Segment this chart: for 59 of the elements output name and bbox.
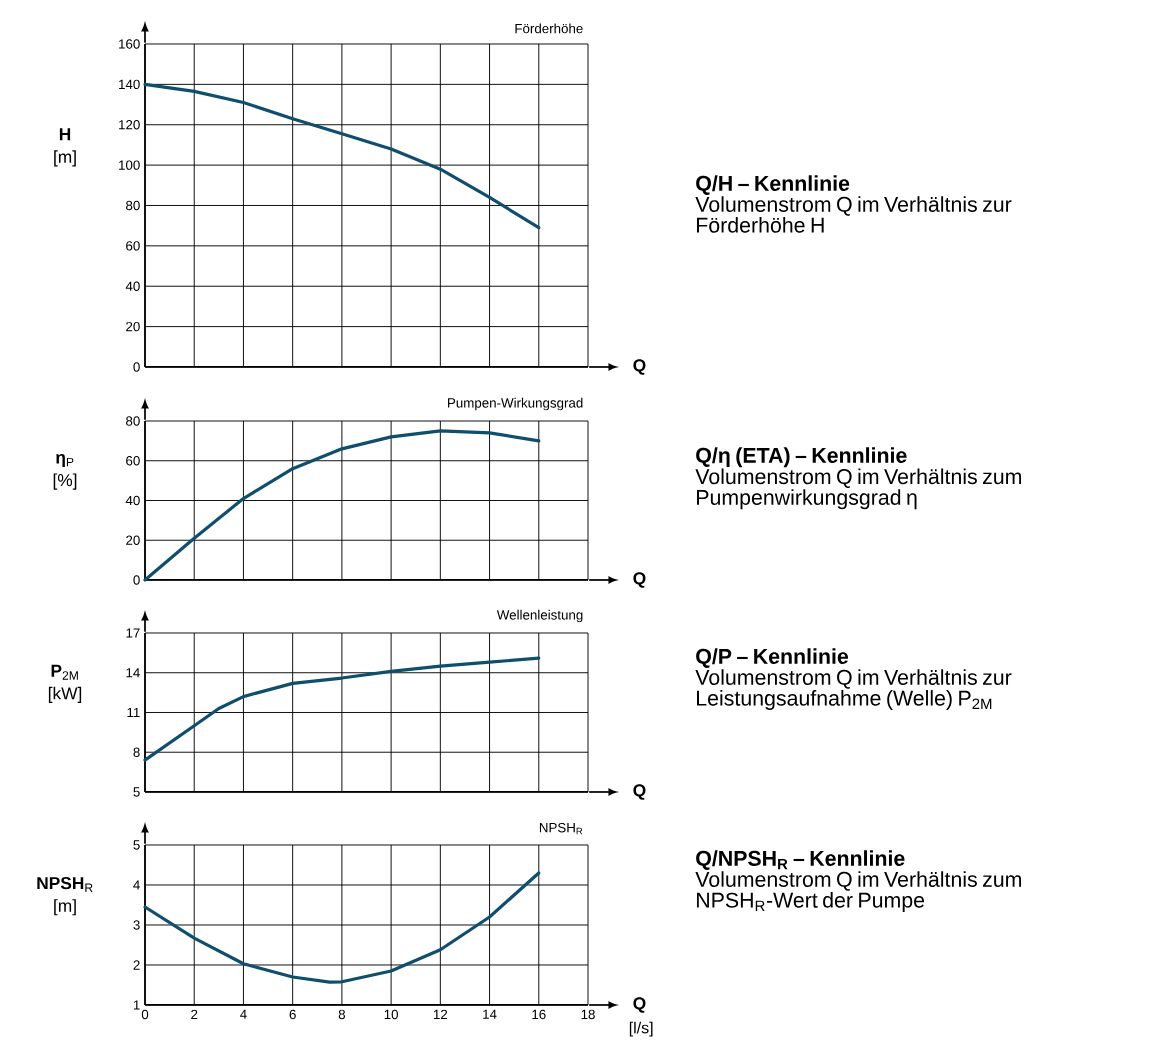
text: Q/η (ETA) – Kennlinie [696,447,907,468]
y-tick-label: 3 [133,920,140,930]
y-tick-label: 11 [127,707,140,718]
y-tick-label: 5 [133,787,140,797]
x-tick-label: 14 [483,1009,497,1019]
y-axis-title: P$_{2M}$ [kW] [48,664,82,703]
y-tick-label: 160 [119,39,140,49]
text: Volumenstrom Q im Verhältnis zur Leistungsaufnahme (Welle) P$_{2M}$ [695,669,1012,710]
y-tick-label: 5 [133,840,140,850]
x-tick-label: 12 [433,1009,448,1020]
x-tick-label: 8 [338,1009,346,1020]
y-tick-label: 60 [126,456,140,466]
x-tick-label: 10 [384,1009,399,1020]
y-tick-label: 4 [133,880,140,890]
y-tick-label: 2 [133,960,140,970]
text: [l/s] [629,1021,653,1037]
line-series [143,429,541,582]
x-tick-label: 6 [289,1009,296,1020]
text: Förderhöhe [515,23,583,34]
line-series [143,871,541,984]
line-series [143,656,541,762]
x-tick-label: 18 [581,1009,595,1020]
text: Q/NPSH$_{R}$ – Kennlinie [696,850,905,870]
y-axis-title: NPSH$_{R}$ [m] [37,877,93,916]
y-tick-label: 80 [126,416,140,426]
y-tick-label: 40 [125,281,140,291]
text: Volumenstrom Q im Verhältnis zum Pumpenwirkungsgrad η [695,468,1022,510]
text: Volumenstrom Q im Verhältnis zum NPSH$_{R}$-Wert der Pumpe [695,871,1022,912]
y-tick-label: 1 [133,1000,140,1010]
y-axis-title: H [m] [54,128,76,167]
text: Wellenleistung [496,609,583,623]
x-axis-title: Q [633,784,646,800]
text: Volumenstrom Q im Verhältnis zur Förderhöhe H [695,196,1012,233]
y-tick-label: 17 [126,628,140,638]
y-tick-label: 120 [119,120,140,130]
y-tick-label: 14 [126,668,140,678]
y-tick-label: 100 [119,160,140,170]
y-tick-label: 20 [126,535,140,545]
x-tick-label: 4 [240,1009,247,1019]
y-tick-label: 0 [133,362,140,372]
y-tick-label: 140 [119,79,140,90]
x-axis-title: Q [633,997,646,1013]
x-tick-label: 2 [191,1009,198,1020]
y-tick-label: 8 [133,747,140,757]
text: Q/P – Kennlinie [696,648,849,668]
x-axis-title: Q [633,359,646,375]
y-tick-label: 0 [133,575,140,585]
y-tick-label: 40 [125,495,140,506]
y-axis-title: η$_{P}$ [%] [53,454,77,490]
text: NPSH$_{R}$ [539,822,583,835]
y-tick-label: 80 [126,200,140,211]
y-tick-label: 60 [126,241,140,251]
series-label: Pumpen-Wirkungsgrad [448,397,583,411]
x-axis-title: Q [633,572,646,588]
line-series [143,82,541,230]
text: Q/H – Kennlinie [696,175,850,195]
x-tick-label: 16 [532,1009,546,1020]
x-tick-label: 0 [141,1009,149,1020]
y-tick-label: 20 [126,321,140,332]
